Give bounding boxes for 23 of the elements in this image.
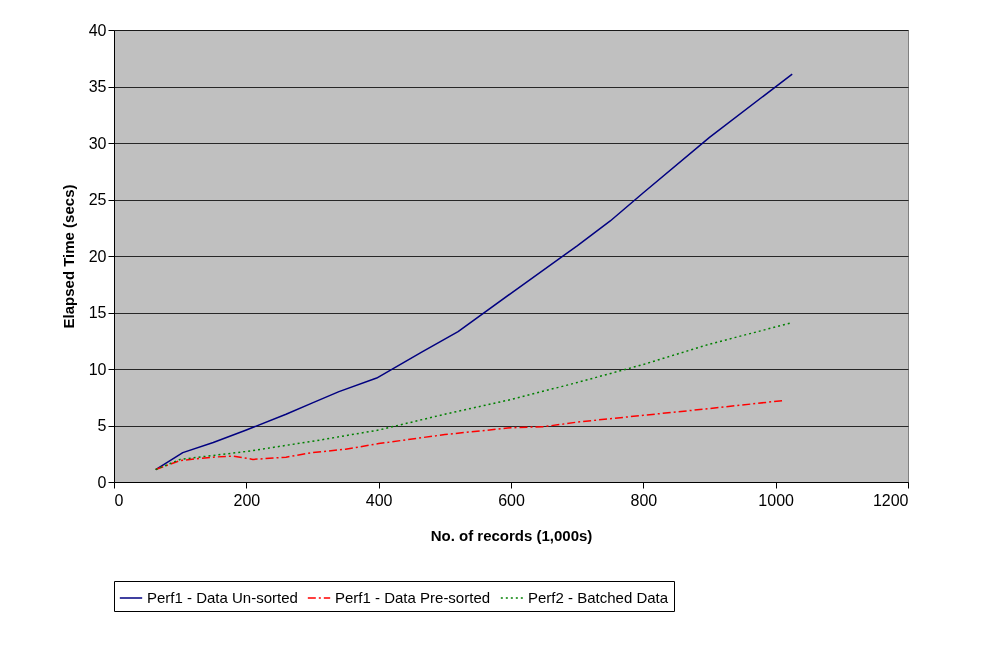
x-axis-title: No. of records (1,000s): [430, 526, 593, 544]
x-tick-label: 0: [114, 491, 124, 509]
y-tick-label: 5: [97, 417, 107, 434]
y-tick-label: 15: [88, 304, 107, 321]
x-tick-label: 1000: [758, 491, 795, 509]
y-tick-label: 30: [88, 134, 107, 152]
x-tick-label: 200: [233, 491, 261, 509]
y-tick-label: 20: [88, 247, 107, 265]
legend-label: Perf1 - Data Un-sorted: [147, 589, 298, 606]
y-tick-label: 40: [88, 21, 107, 39]
legend-label: Perf1 - Data Pre-sorted: [335, 589, 491, 606]
y-tick-label: 10: [88, 360, 107, 378]
x-tick-label: 800: [630, 491, 658, 509]
y-tick-label: 25: [88, 191, 107, 208]
y-tick-label: 0: [97, 473, 107, 491]
line-series: [154, 399, 784, 471]
legend-label: Perf2 - Batched Data: [528, 589, 669, 606]
x-tick-label: 1200: [872, 491, 909, 509]
x-tick-label: 600: [498, 491, 525, 509]
x-tick-label: 400: [365, 491, 393, 509]
y-tick-label: 35: [88, 78, 107, 95]
y-axis-title: Elapsed Time (secs): [59, 184, 77, 329]
line-series: [154, 321, 793, 471]
